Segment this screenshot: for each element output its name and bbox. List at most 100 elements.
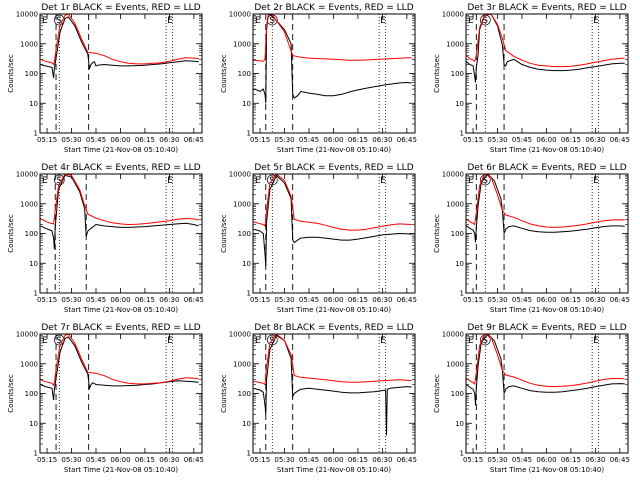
x-tick-label: 06:15	[135, 136, 155, 144]
series-lld-line	[466, 334, 625, 388]
x-axis-label: Start Time (21-Nov-08 05:10:40)	[277, 466, 391, 474]
detector-panel: Det 5r BLACK = Events, RED = LLD Counts/s…	[220, 163, 417, 314]
x-tick-label: 06:15	[348, 296, 368, 304]
series-lld-line	[253, 334, 412, 386]
x-tick-label: 05:30	[61, 456, 81, 464]
panel-title: Det 3r BLACK = Events, RED = LLD	[467, 3, 626, 13]
y-tick-label: 100	[238, 390, 251, 398]
y-tick-label: 100	[25, 390, 38, 398]
plot-frame	[465, 333, 629, 454]
y-tick-label: 10000	[16, 171, 38, 179]
end-marker-label: E	[255, 176, 261, 186]
x-tick-label: 05:15	[37, 136, 57, 144]
y-tick-label: 100	[451, 390, 464, 398]
panel-title: Det 7r BLACK = Events, RED = LLD	[41, 323, 200, 333]
x-tick-label: 06:45	[184, 136, 204, 144]
series-events-line	[466, 14, 625, 83]
end-marker-label: E	[468, 16, 474, 26]
x-tick-label: 05:15	[463, 136, 483, 144]
x-tick-label: 06:00	[110, 296, 130, 304]
y-tick-label: 10	[29, 100, 38, 108]
x-axis-label: Start Time (21-Nov-08 05:10:40)	[64, 146, 178, 154]
y-tick-label: 10000	[442, 331, 464, 339]
panel-title: Det 6r BLACK = Events, RED = LLD	[467, 163, 626, 173]
x-axis-label: Start Time (21-Nov-08 05:10:40)	[490, 306, 604, 314]
x-tick-label: 06:30	[585, 136, 605, 144]
start-marker-label: S	[56, 16, 62, 26]
y-tick-label: 100	[238, 230, 251, 238]
x-tick-label: 05:15	[37, 456, 57, 464]
y-tick-label: 100	[238, 70, 251, 78]
series-lld-line	[40, 174, 199, 226]
y-axis-label: Counts/sec	[7, 54, 15, 93]
start-marker-circle	[479, 334, 491, 346]
panel-title: Det 9r BLACK = Events, RED = LLD	[467, 323, 626, 333]
detector-panel: Det 4r BLACK = Events, RED = LLD Counts/s…	[7, 163, 204, 314]
series-lld-line	[253, 174, 412, 231]
y-tick-label: 10	[29, 260, 38, 268]
end-marker-label: E	[380, 176, 386, 186]
start-marker-circle	[479, 174, 491, 186]
start-marker-label: S	[269, 176, 275, 186]
x-tick-label: 06:45	[610, 296, 630, 304]
x-tick-label: 05:45	[86, 136, 106, 144]
plot-frame	[465, 13, 629, 134]
start-marker-label: S	[56, 336, 62, 346]
y-axis-label: Counts/sec	[220, 54, 228, 93]
y-tick-label: 1000	[233, 360, 251, 368]
y-tick-label: 10000	[16, 331, 38, 339]
y-tick-label: 10	[455, 100, 464, 108]
start-marker-label: S	[269, 16, 275, 26]
y-tick-label: 1000	[233, 200, 251, 208]
panel-title: Det 2r BLACK = Events, RED = LLD	[254, 3, 413, 13]
start-marker-label: S	[482, 176, 488, 186]
end-marker-label: E	[380, 336, 386, 346]
detector-panel: Det 3r BLACK = Events, RED = LLD Counts/s…	[433, 3, 630, 154]
x-tick-label: 05:30	[487, 136, 507, 144]
y-tick-label: 10000	[442, 171, 464, 179]
y-tick-label: 1000	[233, 40, 251, 48]
x-tick-label: 06:15	[135, 296, 155, 304]
x-tick-label: 05:45	[512, 136, 532, 144]
series-events-line	[466, 174, 625, 243]
x-tick-label: 06:15	[561, 136, 581, 144]
y-tick-label: 1000	[20, 360, 38, 368]
x-tick-label: 06:30	[159, 296, 179, 304]
end-marker-label: E	[42, 16, 48, 26]
x-tick-label: 05:45	[86, 456, 106, 464]
x-tick-label: 05:30	[61, 136, 81, 144]
x-tick-label: 06:00	[536, 136, 556, 144]
series-events-line	[466, 334, 625, 406]
x-tick-label: 06:00	[323, 136, 343, 144]
plot-frame	[252, 173, 416, 294]
x-tick-label: 05:15	[250, 296, 270, 304]
detector-panel: Det 7r BLACK = Events, RED = LLD Counts/s…	[7, 323, 204, 474]
x-tick-label: 05:45	[86, 296, 106, 304]
y-tick-label: 1	[460, 130, 464, 138]
x-tick-label: 06:30	[372, 136, 392, 144]
series-events-line	[40, 174, 199, 250]
series-events-line	[40, 336, 199, 401]
x-tick-label: 06:15	[348, 456, 368, 464]
x-tick-label: 06:30	[159, 136, 179, 144]
x-tick-label: 06:00	[536, 296, 556, 304]
end-marker-label: E	[42, 336, 48, 346]
y-tick-label: 10	[242, 100, 251, 108]
series-lld-line	[40, 334, 199, 387]
y-tick-label: 10000	[442, 11, 464, 19]
y-tick-label: 1000	[446, 200, 464, 208]
y-tick-label: 1000	[20, 200, 38, 208]
y-axis-label: Counts/sec	[433, 54, 441, 93]
x-tick-label: 05:30	[487, 456, 507, 464]
x-tick-label: 06:00	[110, 136, 130, 144]
x-tick-label: 05:30	[487, 296, 507, 304]
series-events-line	[253, 14, 412, 104]
y-axis-label: Counts/sec	[220, 374, 228, 413]
panel-title: Det 8r BLACK = Events, RED = LLD	[254, 323, 413, 333]
end-marker-label: E	[593, 16, 599, 26]
panel-title: Det 5r BLACK = Events, RED = LLD	[254, 163, 413, 173]
x-tick-label: 05:15	[37, 296, 57, 304]
plot-frame	[252, 333, 416, 454]
x-axis-label: Start Time (21-Nov-08 05:10:40)	[490, 466, 604, 474]
panel-title: Det 1r BLACK = Events, RED = LLD	[41, 3, 200, 13]
